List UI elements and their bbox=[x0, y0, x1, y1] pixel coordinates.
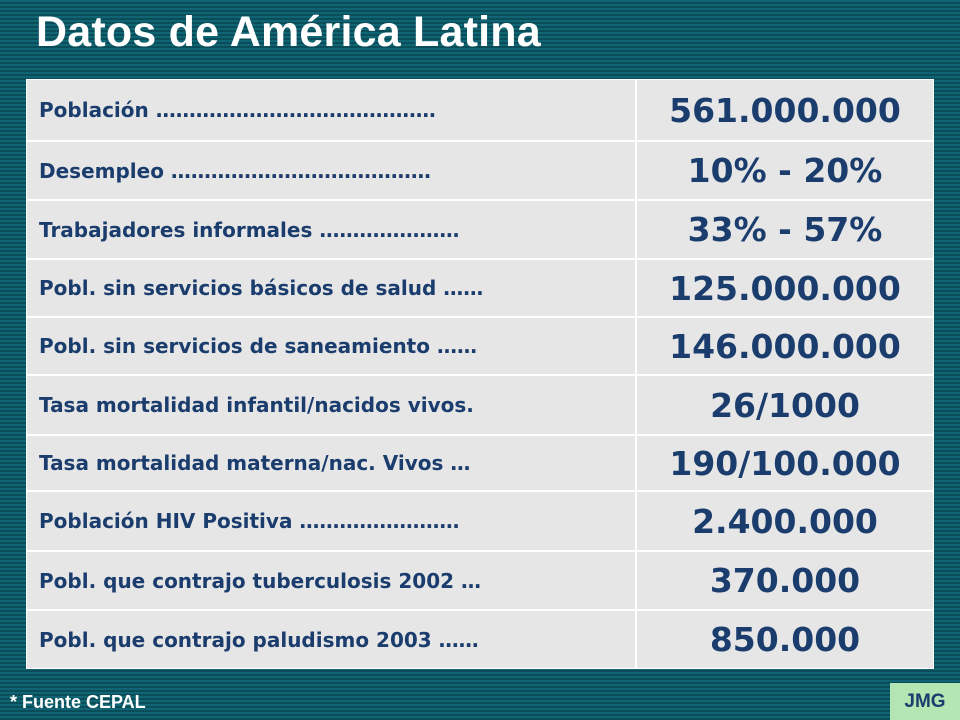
table-row: Trabajadores informales ………………… 33% - 57… bbox=[27, 201, 933, 258]
table-row: Pobl. sin servicios de saneamiento …… 14… bbox=[27, 318, 933, 374]
table-row: Pobl. sin servicios básicos de salud …… … bbox=[27, 260, 933, 316]
row-label: Desempleo ………………………………… bbox=[27, 142, 635, 199]
row-value: 10% - 20% bbox=[637, 142, 933, 199]
row-value: 146.000.000 bbox=[637, 318, 933, 374]
row-value: 190/100.000 bbox=[637, 436, 933, 490]
row-value: 26/1000 bbox=[637, 376, 933, 434]
table-row: Desempleo ………………………………… 10% - 20% bbox=[27, 142, 933, 199]
row-value: 850.000 bbox=[637, 611, 933, 668]
table-row: Tasa mortalidad infantil/nacidos vivos. … bbox=[27, 376, 933, 434]
source-note: * Fuente CEPAL bbox=[10, 692, 146, 712]
row-label: Pobl. sin servicios básicos de salud …… bbox=[27, 260, 635, 316]
table-row: Población …………………………………… 561.000.000 bbox=[27, 80, 933, 140]
row-label: Población HIV Positiva …………………… bbox=[27, 492, 635, 550]
row-value: 33% - 57% bbox=[637, 201, 933, 258]
row-label: Pobl. sin servicios de saneamiento …… bbox=[27, 318, 635, 374]
table-row: Tasa mortalidad materna/nac. Vivos … 190… bbox=[27, 436, 933, 490]
row-label: Pobl. que contrajo tuberculosis 2002 … bbox=[27, 552, 635, 609]
row-value: 561.000.000 bbox=[637, 80, 933, 140]
row-value: 370.000 bbox=[637, 552, 933, 609]
row-label: Pobl. que contrajo paludismo 2003 …… bbox=[27, 611, 635, 668]
author-badge: JMG bbox=[890, 683, 960, 720]
table-row: Población HIV Positiva …………………… 2.400.00… bbox=[27, 492, 933, 550]
row-label: Tasa mortalidad infantil/nacidos vivos. bbox=[27, 376, 635, 434]
row-label: Trabajadores informales ………………… bbox=[27, 201, 635, 258]
row-label: Tasa mortalidad materna/nac. Vivos … bbox=[27, 436, 635, 490]
data-table: Población …………………………………… 561.000.000 Des… bbox=[26, 79, 934, 669]
slide-title: Datos de América Latina bbox=[36, 8, 541, 56]
row-value: 125.000.000 bbox=[637, 260, 933, 316]
row-label: Población …………………………………… bbox=[27, 80, 635, 140]
table-row: Pobl. que contrajo paludismo 2003 …… 850… bbox=[27, 611, 933, 668]
table-row: Pobl. que contrajo tuberculosis 2002 … 3… bbox=[27, 552, 933, 609]
row-value: 2.400.000 bbox=[637, 492, 933, 550]
